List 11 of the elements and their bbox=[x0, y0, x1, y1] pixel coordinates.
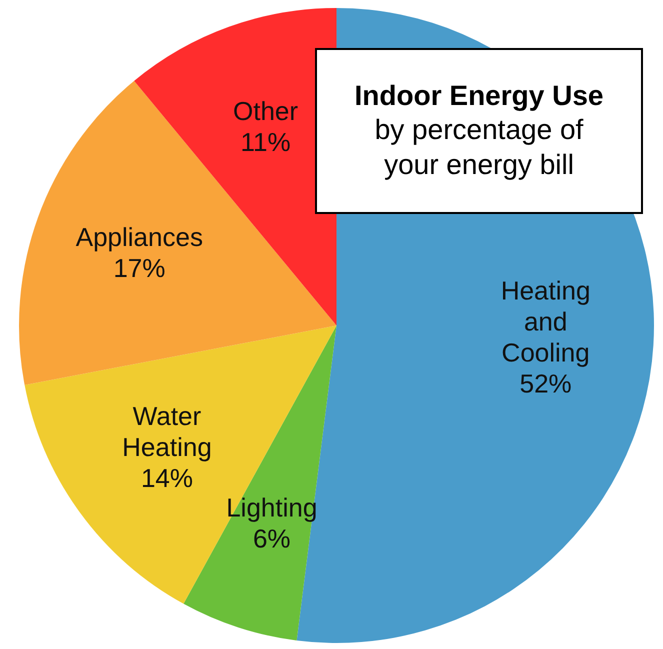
slice-label: Water Heating bbox=[122, 400, 212, 462]
data-label: 17% bbox=[113, 253, 166, 284]
text: Indoor Energy Use bbox=[354, 80, 604, 112]
data-label: 52% bbox=[520, 368, 572, 398]
data-label: 14% bbox=[140, 462, 193, 493]
slice-label: Heating and Cooling bbox=[500, 275, 590, 368]
text: by percentage of your energy bill bbox=[374, 113, 584, 182]
data-label: 11% bbox=[240, 127, 291, 158]
slice-label: Other bbox=[233, 96, 298, 126]
data-label: 6% bbox=[252, 523, 291, 554]
slice-label: Appliances bbox=[76, 222, 203, 252]
